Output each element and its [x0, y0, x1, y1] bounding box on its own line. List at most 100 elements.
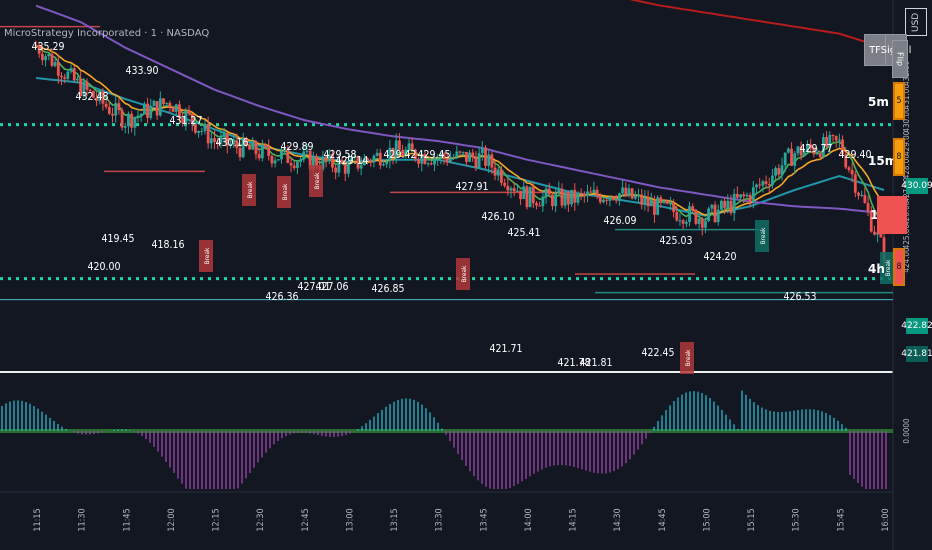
moving-average-line — [629, 0, 885, 49]
candle-body — [541, 196, 545, 207]
horizontal-levels — [0, 25, 893, 301]
signal-box-rect — [199, 240, 213, 272]
price-tag-3[interactable]: 421.81 — [901, 346, 932, 362]
candle-body — [286, 148, 290, 163]
candle-body — [732, 193, 736, 214]
candle-body — [241, 138, 245, 158]
candle-body — [563, 192, 567, 206]
candle-body — [407, 143, 411, 150]
candle-body — [777, 168, 781, 175]
candle-body — [117, 103, 121, 111]
candle-body — [726, 200, 730, 208]
candle-body — [203, 123, 207, 131]
price-tick-label: 424.00 — [902, 247, 911, 273]
candle-body — [372, 155, 376, 163]
candle-body — [723, 200, 727, 208]
candle-body — [133, 117, 137, 128]
candle-body — [755, 184, 758, 188]
candle-body — [66, 71, 70, 79]
signal-box-label: Break — [684, 349, 692, 366]
symbol-title[interactable]: MicroStrategy Incorporated · 1 · NASDAQ — [4, 28, 210, 39]
price-annotation: 427.91 — [455, 181, 488, 193]
time-tick-label: 15:30 — [792, 508, 802, 531]
candle-body — [758, 184, 762, 186]
price-annotation: 421.71 — [489, 343, 522, 355]
candle-body — [245, 138, 248, 146]
candle-body — [582, 193, 586, 197]
candle-body — [515, 190, 519, 192]
candle-body — [311, 156, 315, 170]
candle-body — [385, 161, 389, 165]
candle-body — [213, 138, 216, 142]
candle-body — [681, 220, 685, 224]
candle-body — [672, 203, 675, 212]
candle-body — [509, 188, 513, 191]
candle-body — [882, 237, 886, 262]
signal-box-rect — [277, 176, 291, 208]
candle-body — [570, 189, 573, 205]
candle-body — [235, 140, 239, 149]
candle-body — [452, 157, 456, 159]
signal-box-rect — [456, 258, 470, 290]
currency-label[interactable]: USD — [905, 8, 927, 36]
candle-body — [426, 163, 430, 165]
candle-body — [449, 158, 452, 163]
candle-body — [598, 195, 602, 203]
tf-row-4h: 4h — [868, 262, 885, 276]
candle-body — [474, 157, 478, 168]
candle-body — [439, 153, 443, 159]
candle-body — [111, 113, 114, 116]
price-annotation: 429.45 — [417, 149, 450, 161]
time-axis[interactable]: 11:15 11:30 11:45 12:00 12:15 12:30 12:45 13:00… — [33, 508, 891, 531]
candle-body — [739, 194, 742, 198]
candle-body — [691, 206, 695, 210]
candle-body — [748, 194, 752, 203]
candle-body — [471, 152, 475, 158]
price-annotation: 420.00 — [87, 261, 120, 273]
candle-body — [809, 144, 813, 149]
candle-body — [238, 148, 242, 158]
candle-body — [95, 97, 98, 101]
candle-body — [209, 138, 213, 144]
time-tick-label: 12:30 — [256, 508, 266, 531]
time-tick-label: 13:45 — [479, 508, 489, 531]
candle-body — [557, 188, 561, 194]
candle-body — [299, 159, 303, 162]
candle-body — [538, 205, 542, 207]
price-annotation: 429.14 — [335, 155, 368, 167]
current-price-tag[interactable]: 430.09 — [901, 178, 932, 194]
candle-body — [665, 200, 669, 204]
candle-body — [484, 147, 487, 166]
candle-body — [879, 232, 883, 238]
candle-body — [420, 154, 424, 164]
price-tag-2[interactable]: 422.82 — [901, 318, 932, 334]
candle-body — [669, 203, 672, 205]
candle-body — [589, 191, 593, 193]
price-annotation: 425.41 — [507, 227, 540, 239]
candle-body — [171, 106, 175, 112]
candle-body — [423, 154, 427, 164]
candle-body — [633, 196, 637, 199]
candle-body — [793, 153, 797, 166]
signal-1h-bar — [877, 196, 907, 234]
candle-body — [704, 221, 707, 228]
candle-body — [850, 169, 854, 175]
signal-5m: 5 — [893, 82, 905, 120]
candle-body — [152, 101, 156, 106]
candle-body — [225, 133, 229, 146]
candle-body — [193, 124, 197, 133]
signal-box: Break — [242, 174, 256, 206]
candle-body — [394, 140, 398, 158]
candle-body — [700, 218, 704, 228]
candle-body — [251, 141, 255, 150]
candle-body — [60, 75, 63, 78]
candle-body — [331, 153, 334, 168]
candle-body — [554, 193, 558, 207]
time-tick-label: 12:15 — [212, 508, 222, 531]
price-annotation: 426.10 — [481, 211, 514, 223]
candle-body — [44, 56, 47, 61]
candle-body — [812, 148, 816, 155]
candle-body — [611, 196, 615, 200]
candle-body — [818, 153, 822, 158]
